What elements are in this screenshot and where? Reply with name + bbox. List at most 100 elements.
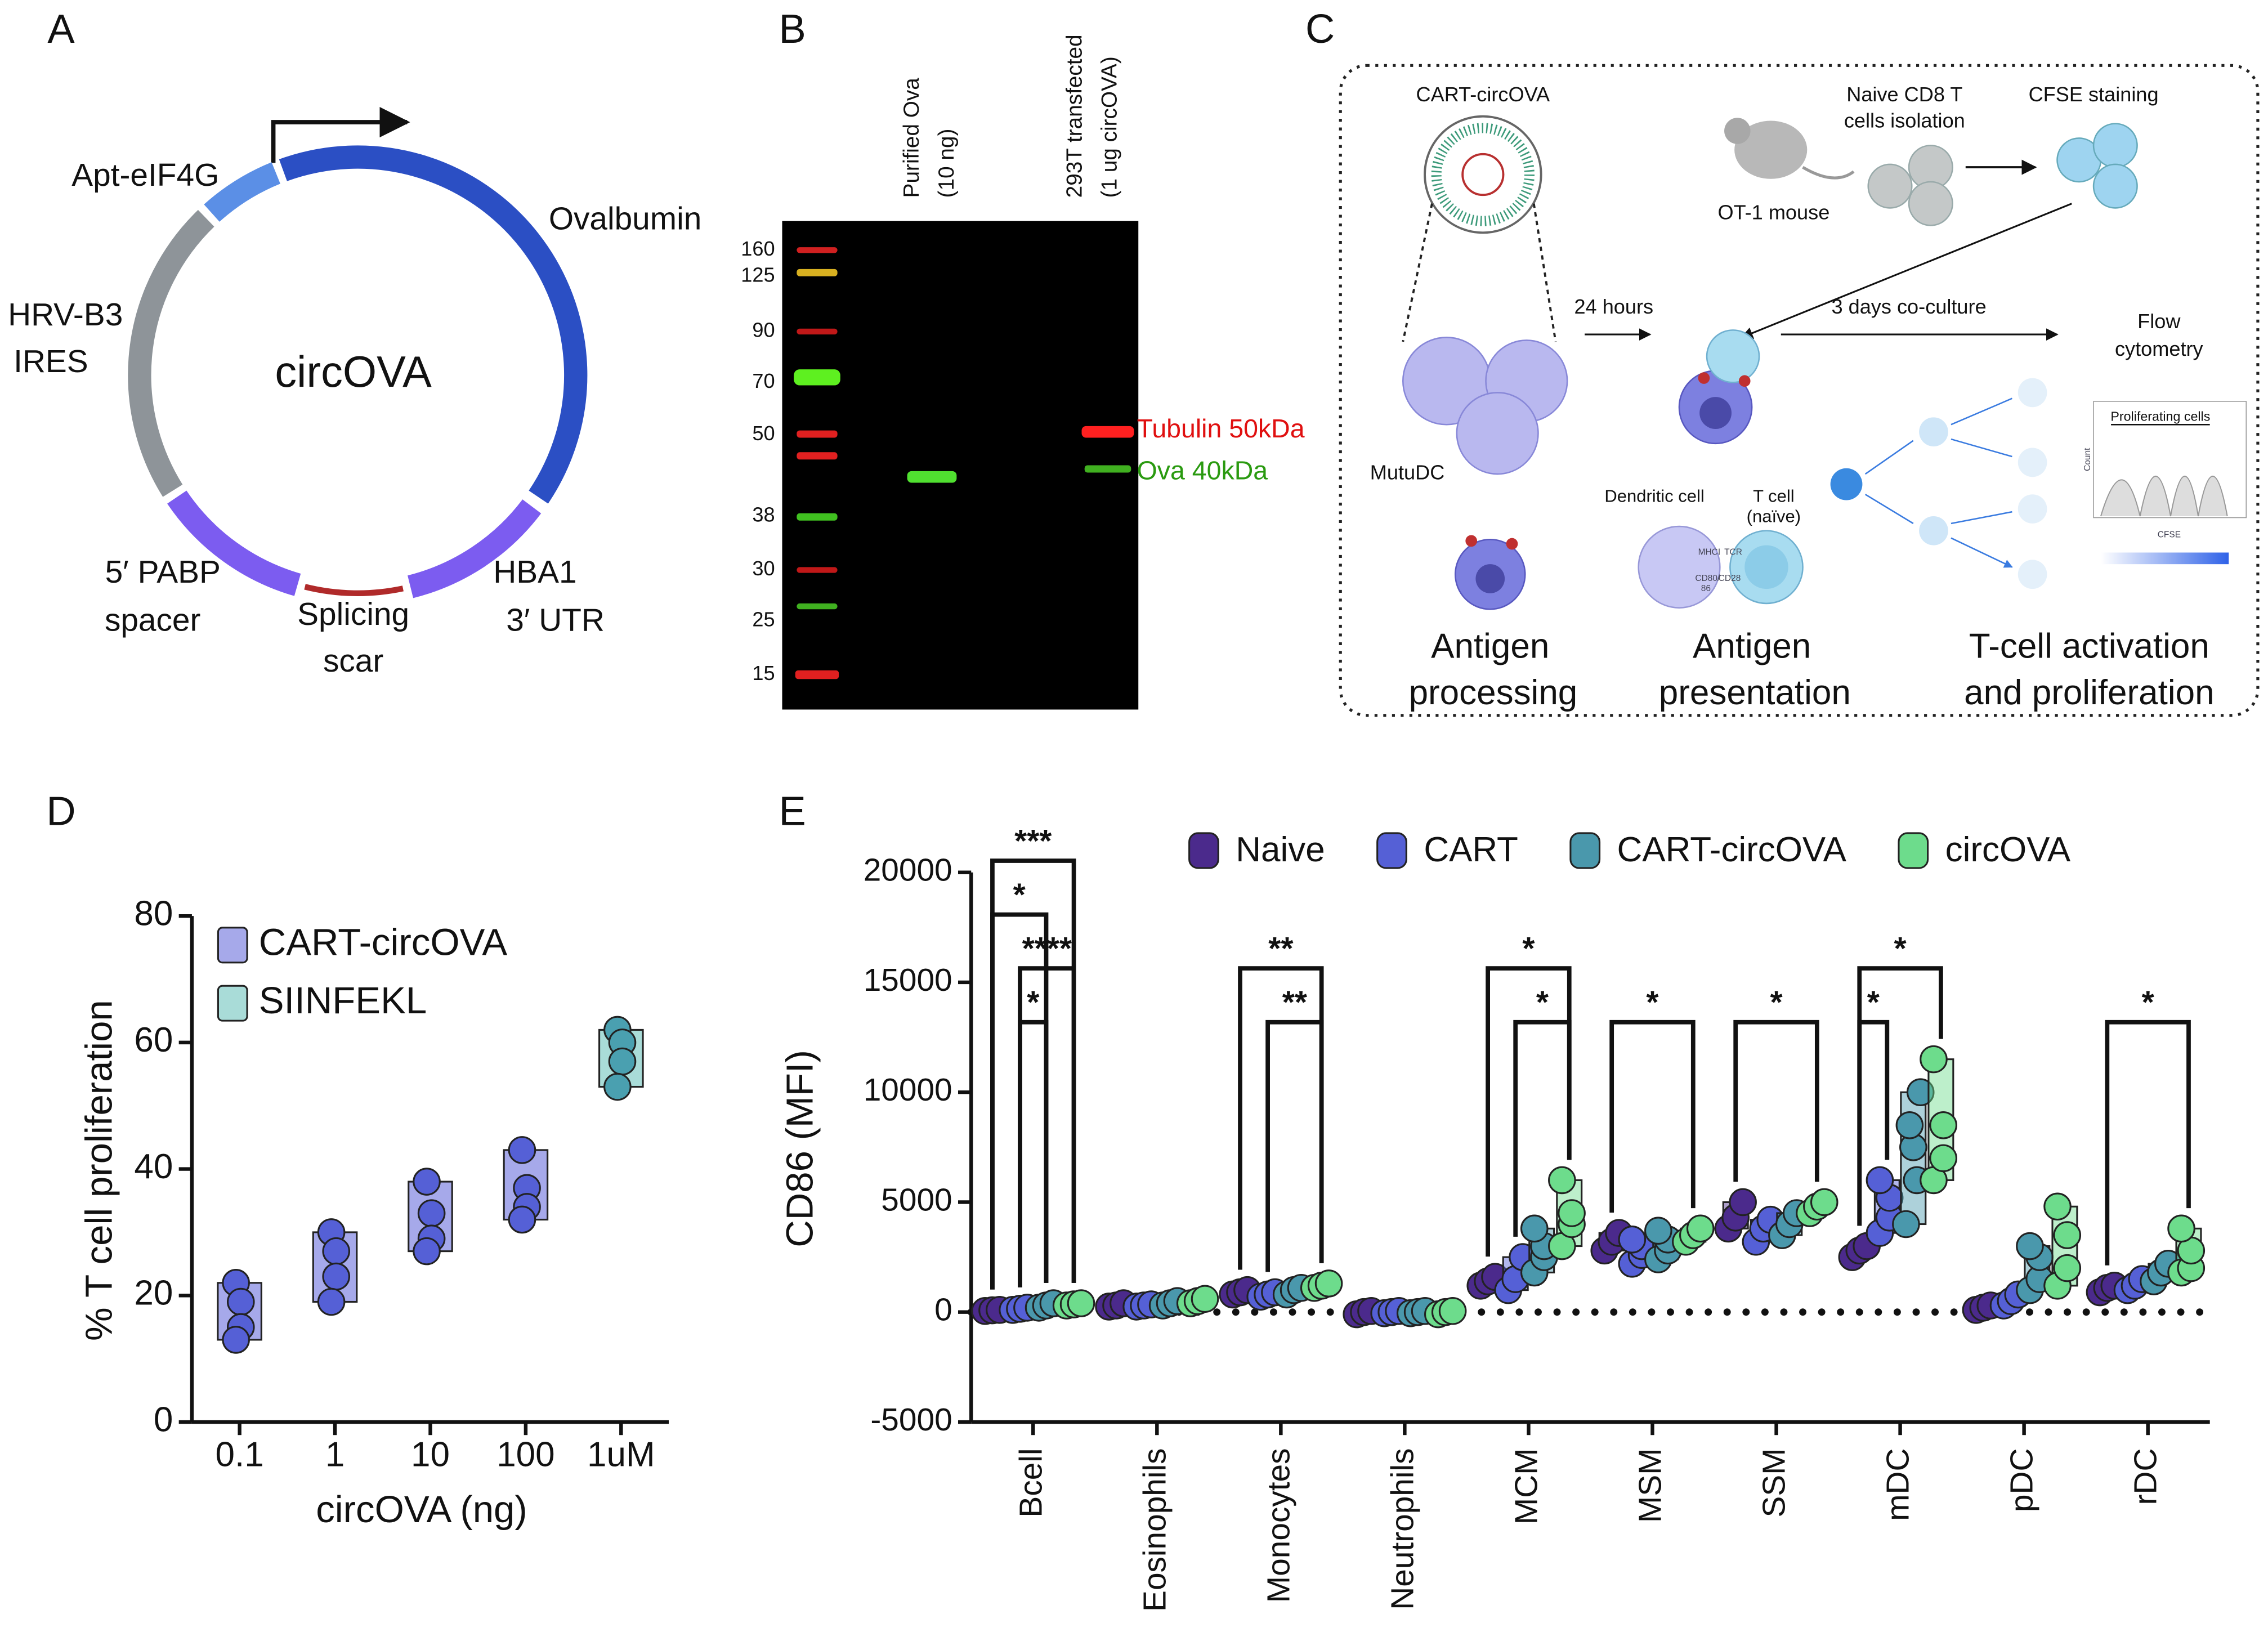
data-point bbox=[1618, 1226, 1647, 1254]
marker-label: 38 bbox=[752, 503, 775, 526]
step-label: Antigen bbox=[1431, 627, 1549, 665]
significance-bracket bbox=[1265, 1020, 1324, 1272]
x-tick-label: 10 bbox=[411, 1435, 450, 1474]
marker-label: 70 bbox=[752, 369, 775, 392]
y-tick-label: -5000 bbox=[870, 1402, 952, 1438]
segment-label: Ovalbumin bbox=[549, 202, 701, 237]
workflow-text: TCR bbox=[1724, 548, 1742, 557]
y-tick-label: 5000 bbox=[881, 1182, 952, 1218]
panel-label: D bbox=[46, 789, 75, 834]
significance-label: * bbox=[1027, 985, 1040, 1021]
y-tick-label: 10000 bbox=[864, 1072, 952, 1108]
data-point bbox=[2053, 1254, 2082, 1282]
data-point bbox=[1906, 1078, 1935, 1106]
data-point bbox=[1892, 1210, 1920, 1238]
blot-bands bbox=[794, 247, 1134, 679]
plasmid-segment bbox=[407, 499, 542, 598]
panel-label: B bbox=[779, 7, 806, 52]
segment-label: Splicing bbox=[297, 597, 409, 632]
segment-label: scar bbox=[323, 643, 383, 679]
workflow-text: CFSE staining bbox=[2029, 83, 2159, 106]
significance-bracket bbox=[990, 858, 1076, 1290]
step-label: Antigen bbox=[1693, 627, 1811, 665]
lane-label: (10 ng) bbox=[934, 129, 959, 198]
significance-label: *** bbox=[1014, 824, 1052, 859]
legend-swatch bbox=[1188, 832, 1219, 869]
data-point bbox=[317, 1287, 346, 1316]
significance-bracket bbox=[2105, 1020, 2191, 1266]
x-tick-label: Bcell bbox=[1013, 1448, 1049, 1517]
data-point bbox=[322, 1237, 350, 1266]
marker-label: 15 bbox=[752, 661, 775, 685]
y-axis-label: % T cell proliferation bbox=[78, 1000, 120, 1341]
significance-label: * bbox=[1646, 985, 1659, 1021]
significance-label: * bbox=[1770, 985, 1783, 1021]
data-point bbox=[1067, 1289, 1095, 1317]
x-tick-label: 100 bbox=[496, 1435, 554, 1474]
panel-label: C bbox=[1305, 7, 1335, 52]
workflow-text: cytometry bbox=[2115, 337, 2203, 360]
data-point bbox=[1929, 1111, 1957, 1139]
step-label: and proliferation bbox=[1964, 673, 2214, 712]
plasmid-segment bbox=[167, 490, 301, 596]
workflow-text: CD80/ bbox=[1695, 574, 1720, 583]
workflow-text: 3 days co-culture bbox=[1831, 295, 1986, 318]
workflow-text: OT-1 mouse bbox=[1717, 200, 1829, 223]
chart: -5000 0 5000 10000 15000 20000 Bcell Eosinophil… bbox=[779, 824, 2214, 1612]
legend-label: CART-circOVA bbox=[259, 922, 508, 964]
data-point bbox=[508, 1136, 536, 1164]
workflow-text: (naïve) bbox=[1747, 507, 1801, 526]
data-point bbox=[2016, 1232, 2044, 1260]
lane-label: 293T transfected bbox=[1062, 34, 1086, 198]
significance-label: * bbox=[2142, 985, 2155, 1021]
y-axis-label: CD86 (MFI) bbox=[779, 1050, 821, 1247]
segment-label: HRV-B3 bbox=[8, 297, 123, 333]
workflow-text: MutuDC bbox=[1370, 461, 1445, 484]
legend-label: circOVA bbox=[1945, 830, 2071, 869]
chart: 0 20 40 60 80 0.1 1 10 100 1uM circOVA (ng) % T cel… bbox=[78, 895, 669, 1531]
y-tick-label: 40 bbox=[134, 1147, 173, 1186]
y-tick-label: 0 bbox=[154, 1400, 173, 1439]
data-point bbox=[1644, 1217, 1672, 1245]
x-tick-label: mDC bbox=[1881, 1448, 1916, 1521]
blot-image bbox=[782, 221, 1139, 710]
significance-bracket bbox=[1018, 1020, 1049, 1287]
data-point bbox=[1558, 1199, 1586, 1227]
plasmid-segment bbox=[279, 145, 588, 504]
data-point bbox=[2043, 1192, 2072, 1221]
legend-swatch bbox=[217, 927, 248, 964]
data-point bbox=[1810, 1188, 1838, 1217]
workflow-text: Naive CD8 T bbox=[1846, 83, 1962, 106]
x-tick-label: 1uM bbox=[587, 1435, 655, 1474]
legend-label: CART bbox=[1424, 830, 1518, 869]
plasmid-segment bbox=[204, 162, 281, 222]
significance-label: ** bbox=[1268, 931, 1294, 967]
legend-swatch bbox=[1376, 832, 1407, 869]
significance-label: * bbox=[1522, 931, 1535, 967]
legend-swatch bbox=[217, 985, 248, 1022]
significance-label: * bbox=[1536, 985, 1549, 1021]
significance-label: * bbox=[1894, 931, 1907, 967]
band-label: Tubulin 50kDa bbox=[1137, 414, 1305, 443]
segment-label: 5′ PABP bbox=[105, 555, 221, 590]
workflow-text: Dendritic cell bbox=[1604, 486, 1704, 506]
panel-label: A bbox=[47, 7, 75, 52]
data-point bbox=[1895, 1111, 1924, 1139]
data-point bbox=[1314, 1269, 1343, 1298]
data-point bbox=[1920, 1045, 1948, 1074]
marker-label: 125 bbox=[741, 263, 775, 286]
marker-label: 160 bbox=[741, 237, 775, 260]
y-tick-label: 60 bbox=[134, 1021, 173, 1059]
workflow-text: Proliferating cells bbox=[2110, 409, 2210, 423]
data-point bbox=[1866, 1166, 1894, 1195]
workflow-icons bbox=[1402, 115, 2247, 610]
marker-labels: 160 125 90 70 50 38 30 25 15 bbox=[741, 237, 775, 685]
workflow-text: Count bbox=[2083, 448, 2092, 471]
data-point bbox=[413, 1168, 441, 1196]
workflow-text: cells isolation bbox=[1844, 109, 1965, 132]
promoter-arrow bbox=[271, 106, 410, 163]
marker-label: 50 bbox=[752, 422, 775, 445]
segment-label: spacer bbox=[105, 602, 200, 638]
